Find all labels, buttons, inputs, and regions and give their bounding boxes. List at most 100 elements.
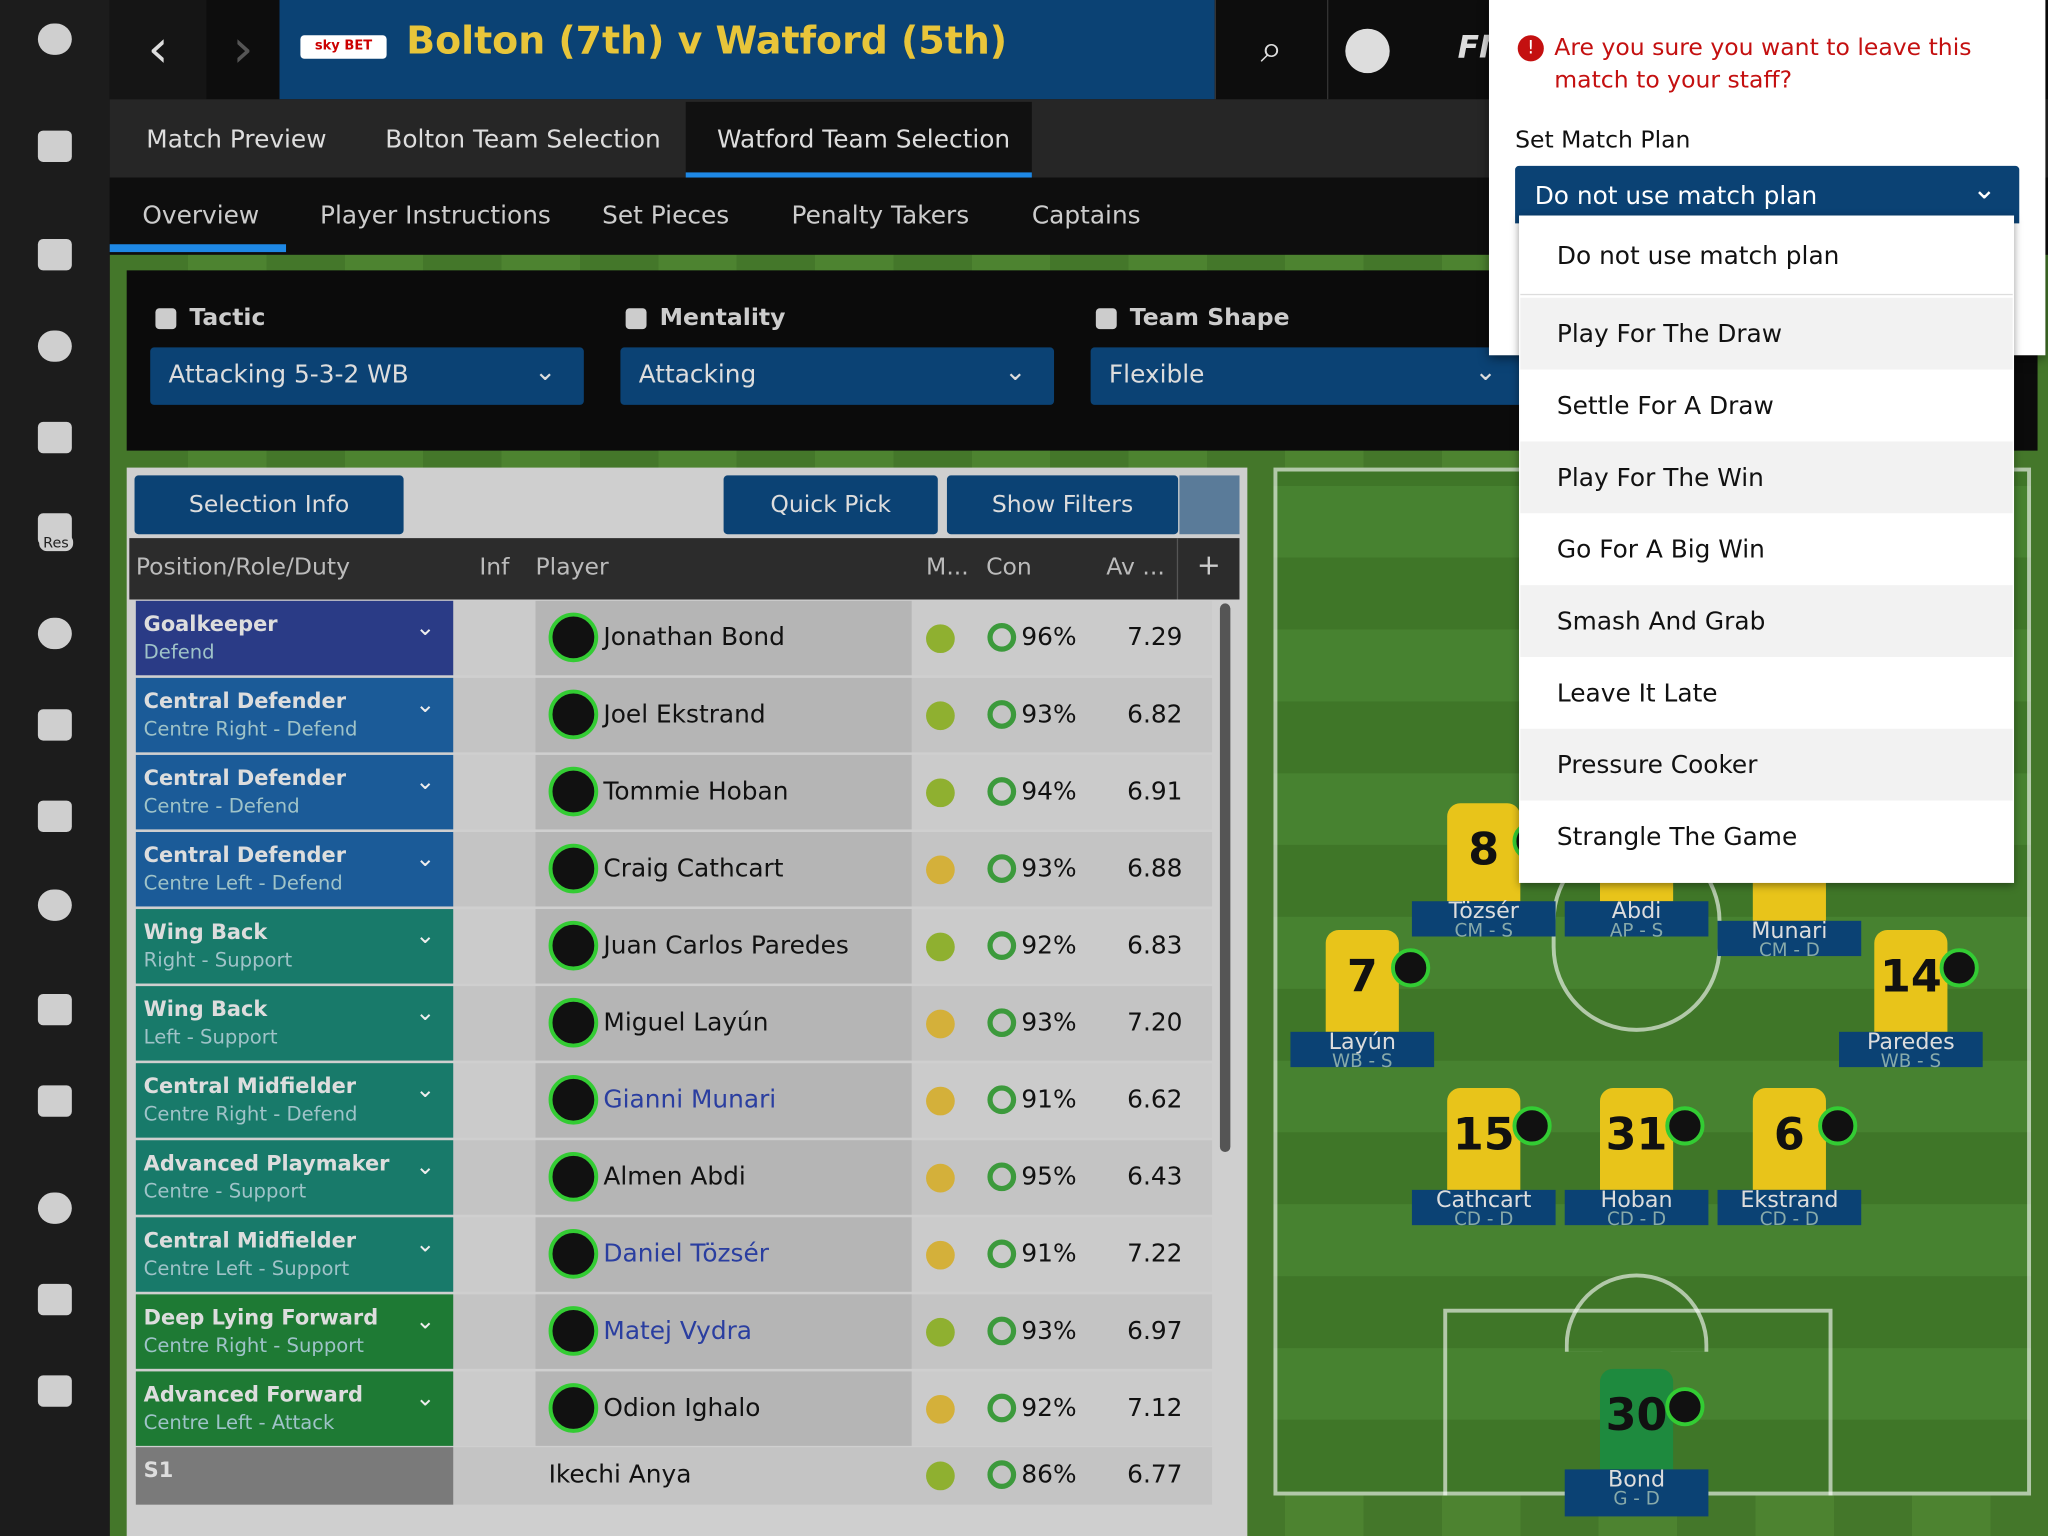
player-shirt[interactable] bbox=[1447, 803, 1521, 902]
plan-option[interactable]: Strangle The Game bbox=[1520, 800, 2013, 873]
player-shirt[interactable] bbox=[1599, 1087, 1674, 1190]
forward-button[interactable]: › bbox=[232, 19, 254, 80]
player-shirt[interactable] bbox=[1874, 929, 1948, 1032]
position-cell[interactable]: Goalkeeper Defend ⌄ bbox=[135, 600, 454, 676]
sidebar-icon[interactable] bbox=[37, 800, 72, 832]
plan-option[interactable]: Play For The Draw bbox=[1520, 297, 2013, 370]
position-cell[interactable]: Central Defender Centre Left - Defend ⌄ bbox=[135, 831, 454, 907]
player-cell[interactable] bbox=[535, 677, 912, 753]
player-label[interactable]: Bond G - D bbox=[1564, 1467, 1709, 1517]
player-shirt[interactable] bbox=[1325, 929, 1399, 1032]
tab[interactable]: Bolton Team Selection bbox=[385, 125, 661, 155]
position-cell[interactable]: Advanced Playmaker Centre - Support ⌄ bbox=[135, 1140, 454, 1215]
position-cell[interactable]: Wing Back Right - Support ⌄ bbox=[135, 909, 454, 984]
subtab[interactable]: Player Instructions bbox=[319, 201, 551, 230]
player-label[interactable]: Paredes WB - S bbox=[1839, 1029, 1983, 1072]
player-label[interactable]: Layún WB - S bbox=[1290, 1029, 1435, 1072]
plan-option[interactable]: Pressure Cooker bbox=[1520, 728, 2013, 801]
player-cell[interactable] bbox=[535, 1140, 912, 1215]
lock-button[interactable] bbox=[1179, 475, 1240, 535]
add-column-button[interactable]: + bbox=[1176, 538, 1240, 600]
player-label[interactable]: Cathcart CD - D bbox=[1411, 1187, 1556, 1230]
tab[interactable]: Match Preview bbox=[146, 125, 327, 155]
match-plan-select[interactable]: Do not use match plan ⌄ bbox=[1515, 165, 2020, 224]
player-label[interactable]: Abdi AP - S bbox=[1564, 899, 1709, 942]
sidebar-icon[interactable] bbox=[37, 617, 72, 650]
player-name[interactable]: Jonathan Bond bbox=[603, 623, 785, 652]
show-filters-button[interactable]: Show Filters bbox=[946, 475, 1179, 535]
position-cell[interactable]: Wing Back Left - Support ⌄ bbox=[135, 986, 454, 1061]
player-name[interactable]: Almen Abdi bbox=[603, 1162, 746, 1192]
sidebar-icon[interactable] bbox=[37, 330, 72, 362]
back-button[interactable]: ‹ bbox=[109, 0, 207, 100]
player-name[interactable]: Ikechi Anya bbox=[548, 1460, 692, 1489]
player-cell[interactable] bbox=[535, 1371, 912, 1446]
sidebar-icon[interactable] bbox=[37, 239, 72, 271]
column-header[interactable]: Position/Role/Duty bbox=[135, 553, 351, 582]
sidebar-icon[interactable] bbox=[37, 1283, 72, 1316]
selection-info-button[interactable]: Selection Info bbox=[134, 475, 404, 535]
position-cell[interactable]: S1 bbox=[135, 1447, 454, 1505]
player-name[interactable]: Joel Ekstrand bbox=[603, 700, 766, 729]
column-header[interactable]: M... bbox=[926, 553, 969, 582]
position-cell[interactable]: Central Defender Centre - Defend ⌄ bbox=[135, 754, 454, 830]
subtab[interactable]: Captains bbox=[1031, 201, 1141, 230]
tab[interactable]: Watford Team Selection bbox=[717, 125, 1011, 155]
sidebar-icon[interactable] bbox=[37, 889, 72, 921]
plan-option[interactable]: Go For A Big Win bbox=[1520, 513, 2013, 586]
column-header[interactable]: Con bbox=[986, 553, 1032, 582]
sidebar-icon[interactable] bbox=[37, 1085, 72, 1117]
sidebar-icon[interactable] bbox=[37, 421, 72, 454]
player-shirt[interactable] bbox=[1599, 1368, 1674, 1470]
sidebar-icon[interactable] bbox=[37, 23, 72, 55]
player-label[interactable]: Tözsér CM - S bbox=[1411, 899, 1556, 942]
sidebar-icon[interactable] bbox=[37, 1192, 72, 1224]
position-cell[interactable]: Central Midfielder Centre Left - Support ⌄ bbox=[135, 1217, 454, 1292]
column-header[interactable]: Player bbox=[535, 553, 609, 582]
column-header[interactable]: Av ... bbox=[1106, 553, 1165, 582]
subtab[interactable]: Penalty Takers bbox=[791, 201, 970, 230]
player-name[interactable]: Miguel Layún bbox=[603, 1008, 769, 1038]
player-label[interactable]: Ekstrand CD - D bbox=[1717, 1187, 1862, 1230]
plan-option[interactable]: Play For The Win bbox=[1520, 441, 2013, 514]
setting-dropdown[interactable]: Flexible ⌄ bbox=[1090, 347, 1525, 405]
player-cell[interactable] bbox=[535, 986, 912, 1061]
player-name[interactable]: Gianni Munari bbox=[603, 1085, 777, 1115]
active-tab[interactable] bbox=[685, 101, 1032, 178]
sidebar-icon[interactable] bbox=[37, 993, 72, 1026]
sidebar-icon[interactable] bbox=[37, 1375, 72, 1407]
player-cell[interactable] bbox=[535, 754, 912, 830]
player-cell[interactable] bbox=[535, 831, 912, 907]
column-header[interactable]: Inf bbox=[479, 553, 510, 582]
player-name[interactable]: Odion Ighalo bbox=[603, 1393, 761, 1423]
plan-option[interactable]: Leave It Late bbox=[1520, 656, 2013, 729]
sidebar-icon[interactable] bbox=[37, 130, 72, 162]
subtab[interactable]: Set Pieces bbox=[602, 201, 730, 230]
quick-pick-button[interactable]: Quick Pick bbox=[723, 475, 938, 535]
player-cell[interactable] bbox=[535, 600, 912, 676]
sidebar-icon[interactable] bbox=[37, 709, 72, 741]
player-name[interactable]: Tommie Hoban bbox=[603, 777, 789, 806]
position-cell[interactable]: Advanced Forward Centre Left - Attack ⌄ bbox=[135, 1371, 454, 1446]
plan-option[interactable]: Settle For A Draw bbox=[1520, 369, 2013, 442]
player-shirt[interactable] bbox=[1752, 1087, 1826, 1190]
player-label[interactable]: Munari CM - D bbox=[1717, 918, 1862, 961]
player-label[interactable]: Hoban CD - D bbox=[1564, 1187, 1709, 1230]
plan-option[interactable]: Do not use match plan bbox=[1520, 219, 2013, 296]
setting-dropdown[interactable]: Attacking 5-3-2 WB ⌄ bbox=[150, 347, 584, 405]
plan-option[interactable]: Smash And Grab bbox=[1520, 585, 2013, 657]
position-cell[interactable]: Central Defender Centre Right - Defend ⌄ bbox=[135, 677, 454, 753]
player-name[interactable]: Matej Vydra bbox=[603, 1316, 752, 1346]
player-name[interactable]: Juan Carlos Paredes bbox=[603, 931, 849, 960]
subtab[interactable]: Overview bbox=[142, 201, 260, 230]
player-cell[interactable] bbox=[535, 1217, 912, 1292]
player-cell[interactable] bbox=[535, 909, 912, 984]
globe-button[interactable] bbox=[1327, 0, 1442, 100]
player-shirt[interactable] bbox=[1447, 1087, 1521, 1190]
player-name[interactable]: Craig Cathcart bbox=[603, 854, 784, 883]
search-button[interactable]: ⌕ bbox=[1214, 0, 1327, 100]
player-cell[interactable] bbox=[535, 1294, 912, 1369]
player-name[interactable]: Daniel Tözsér bbox=[603, 1239, 769, 1269]
player-cell[interactable] bbox=[535, 1063, 912, 1138]
setting-dropdown[interactable]: Attacking ⌄ bbox=[620, 347, 1055, 405]
